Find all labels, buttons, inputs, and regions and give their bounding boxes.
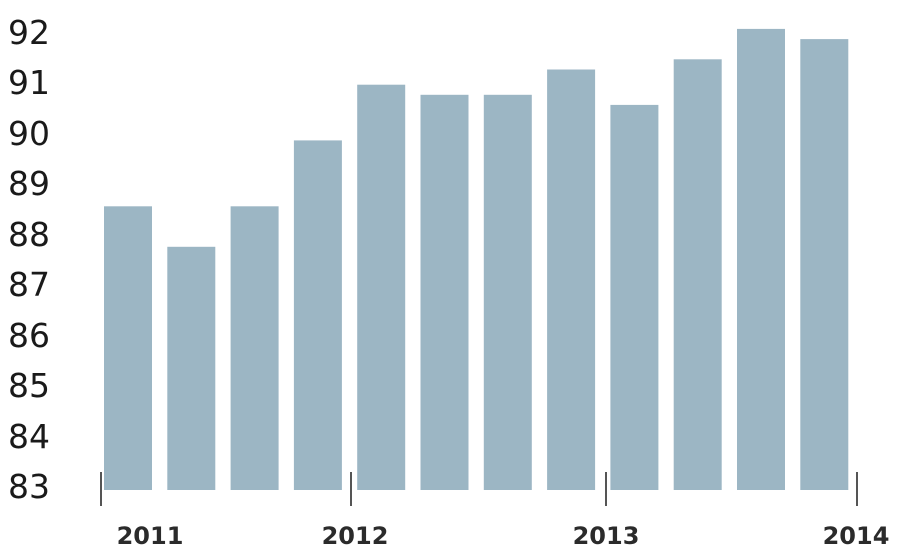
y-tick-label-83: 83: [8, 467, 50, 506]
bar-1: [104, 206, 152, 491]
bar-7: [483, 94, 532, 491]
y-tick-label-91: 91: [8, 63, 50, 102]
y-tick-label-85: 85: [8, 366, 50, 405]
y-tick-label-90: 90: [8, 114, 50, 153]
y-tick-label-89: 89: [8, 164, 50, 203]
y-tick-label-92: 92: [8, 13, 50, 52]
x-tick-label-2011: 2011: [117, 522, 184, 550]
y-tick-label-87: 87: [8, 265, 50, 304]
bar-12: [800, 39, 849, 490]
bar-6: [420, 94, 469, 491]
bar-4: [293, 140, 342, 490]
y-tick-label-88: 88: [8, 215, 50, 254]
bar-10: [673, 59, 722, 491]
bar-2: [167, 246, 216, 490]
x-tick-label-2014: 2014: [823, 522, 890, 550]
x-tick-label-2013: 2013: [573, 522, 640, 550]
bar-8: [547, 69, 596, 490]
bar-5: [357, 84, 406, 490]
y-axis: 92 91 90 89 88 87 86 85 84 83: [8, 13, 50, 506]
x-axis: 2011 2012 2013 2014: [100, 472, 890, 550]
bar-series: [104, 28, 849, 491]
bar-11: [737, 28, 785, 491]
x-tick-label-2012: 2012: [322, 522, 389, 550]
bar-9: [610, 104, 659, 491]
y-tick-label-84: 84: [8, 417, 50, 456]
bar-3: [230, 206, 279, 491]
y-tick-label-86: 86: [8, 316, 50, 355]
